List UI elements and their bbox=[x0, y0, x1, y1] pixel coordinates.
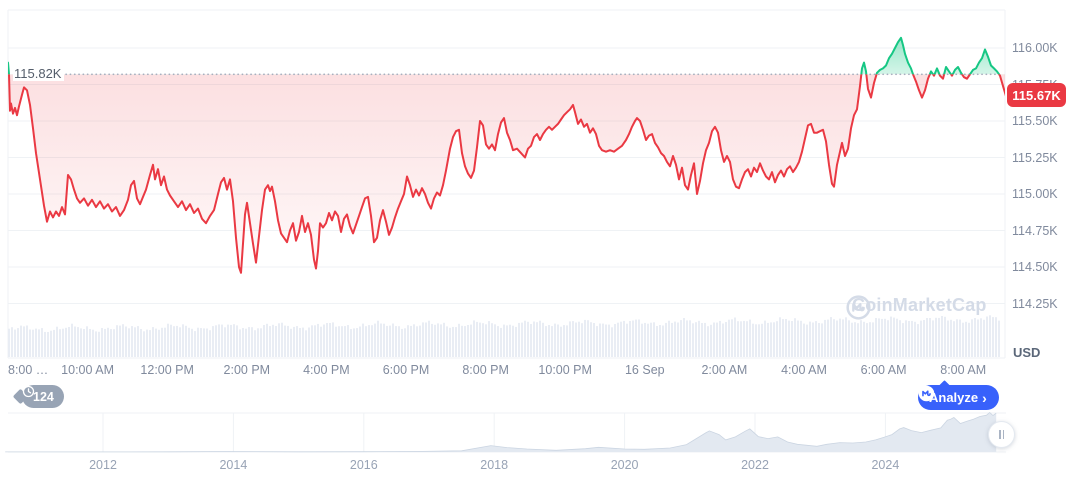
y-tick-label: 115.50K bbox=[1012, 114, 1058, 128]
volume-bars bbox=[8, 315, 1000, 357]
watermark-text: CoinMarketCap bbox=[852, 295, 987, 315]
x-tick-label: 4:00 PM bbox=[303, 363, 350, 377]
x-tick-label: 8:00 … bbox=[8, 363, 49, 377]
analyze-button[interactable]: Analyze › bbox=[918, 385, 999, 410]
price-area-above bbox=[8, 37, 1000, 75]
x-tick-label: 10:00 AM bbox=[61, 363, 115, 377]
history-count: 124 bbox=[33, 389, 54, 404]
previous-close-label: 115.82K bbox=[13, 66, 65, 81]
price-line-red bbox=[8, 74, 1005, 274]
x-tick-label: 16 Sep bbox=[624, 363, 665, 377]
x-tick-label: 2:00 AM bbox=[701, 363, 748, 377]
minimap-year-label: 2022 bbox=[741, 458, 769, 472]
current-price-badge: 115.67K bbox=[1007, 83, 1066, 107]
x-tick-label: 6:00 PM bbox=[382, 363, 430, 377]
minimap-year-label: 2012 bbox=[89, 458, 117, 472]
x-tick-label: 4:00 AM bbox=[781, 363, 827, 377]
x-tick-label: 8:00 PM bbox=[462, 363, 509, 377]
minimap-range-handle[interactable] bbox=[988, 421, 1015, 448]
analyze-label: Analyze bbox=[929, 390, 979, 405]
currency-unit-label: USD bbox=[1013, 345, 1041, 360]
minimap-year-label: 2014 bbox=[219, 458, 248, 472]
price-area-below bbox=[8, 74, 1005, 273]
minimap-year-label: 2024 bbox=[871, 458, 900, 472]
x-tick-label: 8:00 AM bbox=[940, 363, 987, 377]
minimap-year-label: 2018 bbox=[480, 458, 509, 472]
watermark: CoinMarketCap bbox=[846, 295, 987, 320]
chevron-right-icon: › bbox=[982, 389, 987, 406]
y-tick-label: 114.25K bbox=[1012, 296, 1058, 311]
minimap-history-area bbox=[5, 412, 997, 452]
x-tick-label: 2:00 PM bbox=[223, 363, 271, 377]
minimap-year-label: 2020 bbox=[610, 458, 639, 472]
x-tick-label: 10:00 PM bbox=[538, 363, 592, 377]
y-tick-label: 115.25K bbox=[1012, 150, 1058, 165]
minimap-year-label: 2016 bbox=[349, 458, 378, 472]
history-count-badge[interactable]: 124 bbox=[22, 385, 64, 408]
y-tick-label: 115.00K bbox=[1012, 187, 1058, 201]
x-tick-label: 12:00 PM bbox=[140, 363, 194, 377]
x-tick-label: 6:00 AM bbox=[860, 363, 907, 377]
y-tick-label: 114.50K bbox=[1012, 260, 1058, 274]
y-tick-label: 116.00K bbox=[1012, 41, 1058, 55]
handle-grip-icon bbox=[999, 430, 1001, 439]
y-tick-label: 114.75K bbox=[1012, 223, 1058, 238]
